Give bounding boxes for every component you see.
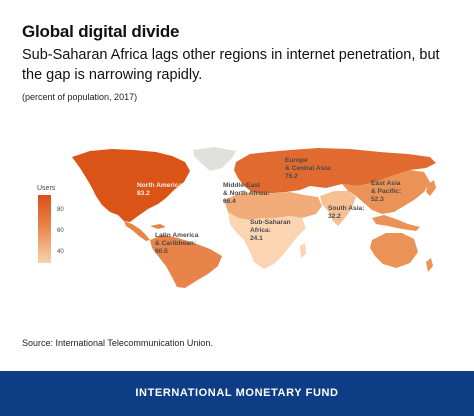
label-latin-america: Latin America & Caribbean: 60.5 (155, 232, 198, 256)
caribbean-islands (150, 224, 166, 229)
madagascar-shape (300, 243, 306, 258)
region-central-america (124, 221, 150, 241)
legend-tick-40: 40 (57, 249, 64, 255)
southeast-asia-islands (372, 215, 420, 231)
world-map (72, 147, 436, 288)
label-middle-east-name-2: & North Africa: (223, 190, 270, 197)
label-latin-america-value: 60.5 (155, 248, 168, 255)
label-latin-america-name-1: Latin America (155, 232, 199, 239)
label-sub-saharan-name-2: Africa: (250, 227, 271, 234)
region-south-asia (320, 191, 356, 226)
label-south-asia-value: 32.2 (328, 213, 341, 220)
legend-color-bar (38, 195, 51, 263)
label-north-america: North America: 83.2 (137, 182, 184, 198)
label-sub-saharan-name-1: Sub-Saharan (250, 219, 291, 226)
region-sub-saharan-africa (228, 212, 306, 269)
new-zealand-shape (426, 258, 433, 272)
label-north-america-name: North America: (137, 182, 185, 189)
label-east-asia-name-1: East Asia (371, 180, 401, 187)
source-note: Source: International Telecommunication … (22, 338, 213, 348)
label-latin-america-name-2: & Caribbean: (155, 240, 197, 247)
legend-title: Users (37, 185, 56, 192)
region-north-america (72, 149, 190, 222)
label-europe-value: 76.2 (285, 173, 298, 180)
label-middle-east-name-1: Middle-East (223, 182, 261, 189)
label-east-asia: East Asia & Pacific: 52.3 (371, 180, 401, 204)
region-south-america (150, 235, 222, 288)
label-middle-east-value: 66.4 (223, 198, 236, 205)
chart-subtitle: Sub-Saharan Africa lags other regions in… (22, 47, 440, 83)
label-east-asia-name-2: & Pacific: (371, 188, 402, 195)
chart-title: Global digital divide (22, 22, 180, 41)
label-south-asia-name: South Asia: (328, 205, 365, 212)
label-sub-saharan: Sub-Saharan Africa: 24.1 (250, 219, 291, 243)
units-note: (percent of population, 2017) (22, 92, 138, 102)
footer-org-name: INTERNATIONAL MONETARY FUND (135, 387, 339, 399)
greenland-shape (193, 147, 236, 171)
footer-bar: INTERNATIONAL MONETARY FUND (0, 371, 474, 416)
label-north-america-value: 83.2 (137, 190, 150, 197)
label-europe: Europe & Central Asia: 76.2 (285, 157, 332, 181)
label-europe-name-2: & Central Asia: (285, 165, 333, 172)
legend-tick-80: 80 (57, 207, 64, 213)
label-europe-name-1: Europe (285, 157, 308, 164)
label-east-asia-value: 52.3 (371, 196, 384, 203)
label-middle-east: Middle-East & North Africa: 66.4 (223, 182, 270, 206)
label-south-asia: South Asia: 32.2 (328, 205, 364, 221)
legend-tick-60: 60 (57, 228, 64, 234)
region-east-asia-pacific (342, 170, 430, 214)
australia-shape (370, 233, 418, 268)
region-europe-central-asia (234, 148, 436, 194)
label-sub-saharan-value: 24.1 (250, 235, 263, 242)
japan-shape (426, 180, 436, 196)
region-middle-east-north-africa (224, 192, 322, 220)
